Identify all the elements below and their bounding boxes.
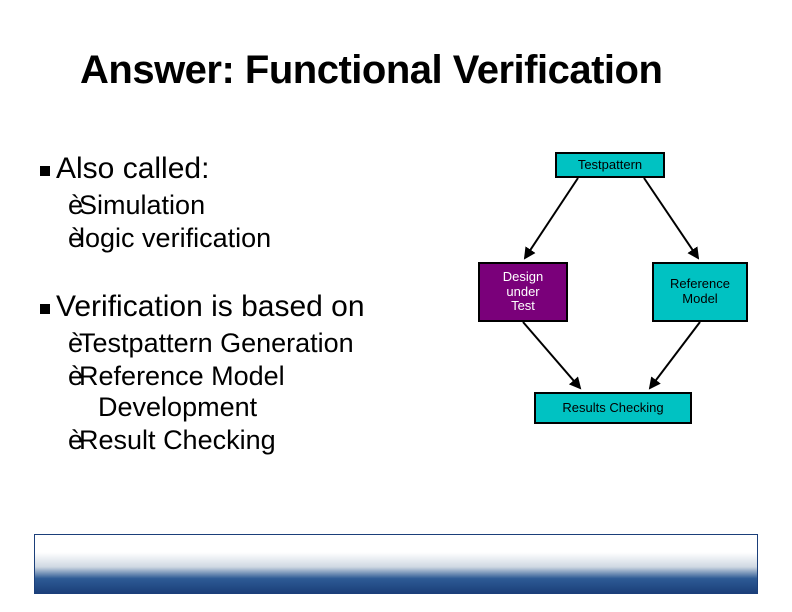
sub-bullet-text: logic verification	[79, 223, 271, 254]
sub-bullet-text: Simulation	[79, 190, 205, 221]
sub-bullet: èReference ModelDevelopment	[68, 361, 440, 423]
box-results-checking: Results Checking	[534, 392, 692, 424]
sub-bullet: èlogic verification	[68, 223, 440, 254]
sub-bullet-text: Reference ModelDevelopment	[79, 361, 285, 423]
bullet-text: Also called:	[56, 152, 209, 186]
sub-bullet: èSimulation	[68, 190, 440, 221]
box-label: DesignunderTest	[503, 270, 543, 315]
sub-bullet: èTestpattern Generation	[68, 328, 440, 359]
footer-bar	[34, 534, 758, 594]
line2: Development	[98, 392, 285, 423]
box-testpattern: Testpattern	[555, 152, 665, 178]
flow-diagram: Testpattern DesignunderTest ReferenceMod…	[460, 152, 760, 472]
bullet-also-called: Also called:	[40, 152, 440, 186]
page-title: Answer: Functional Verification	[80, 48, 662, 93]
bullet-verification-based-on: Verification is based on	[40, 290, 440, 324]
line1: Reference Model	[79, 361, 285, 391]
slide: Answer: Functional Verification Also cal…	[0, 0, 792, 612]
square-bullet-icon	[40, 166, 50, 176]
box-label: Results Checking	[562, 401, 663, 416]
box-label: ReferenceModel	[670, 277, 730, 307]
box-reference-model: ReferenceModel	[652, 262, 748, 322]
bullet-text: Verification is based on	[56, 290, 365, 324]
box-design-under-test: DesignunderTest	[478, 262, 568, 322]
box-label: Testpattern	[578, 158, 642, 173]
square-bullet-icon	[40, 304, 50, 314]
sub-bullet-text: Result Checking	[79, 425, 276, 456]
sub-bullet: èResult Checking	[68, 425, 440, 456]
sub-bullet-text: Testpattern Generation	[79, 328, 354, 359]
content-column: Also called: èSimulation èlogic verifica…	[40, 152, 440, 458]
